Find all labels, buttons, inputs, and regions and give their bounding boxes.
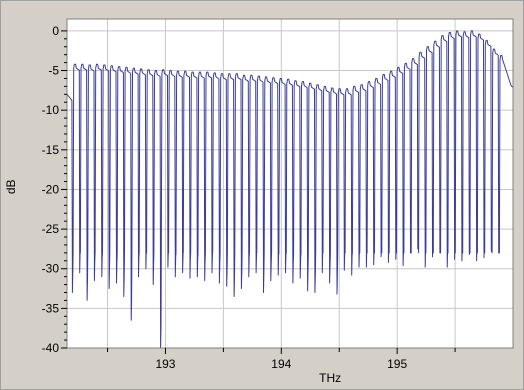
y-tick-label: -40 <box>42 341 60 355</box>
y-tick-label: 0 <box>52 24 59 38</box>
y-tick-label: -25 <box>42 222 60 236</box>
y-axis-title: dB <box>4 179 18 194</box>
y-tick-label: -35 <box>42 301 60 315</box>
plot-area <box>67 19 513 348</box>
y-tick-label: -20 <box>42 182 60 196</box>
x-tick-label: 193 <box>155 357 175 371</box>
x-tick-label: 195 <box>387 357 407 371</box>
y-tick-label: -30 <box>42 262 60 276</box>
y-axis: 0 -5 -10 -15 -20 -25 -30 -35 -40 <box>42 24 67 355</box>
x-tick-label: 194 <box>271 357 291 371</box>
plot-frame <box>66 18 514 349</box>
x-axis-title: THz <box>319 371 341 385</box>
y-tick-label: -15 <box>42 143 60 157</box>
x-axis: 193 194 195 <box>107 348 456 371</box>
y-tick-label: -10 <box>42 103 60 117</box>
spectrum-trace <box>66 30 514 349</box>
y-tick-label: -5 <box>48 64 59 78</box>
trace-layer <box>66 30 514 349</box>
